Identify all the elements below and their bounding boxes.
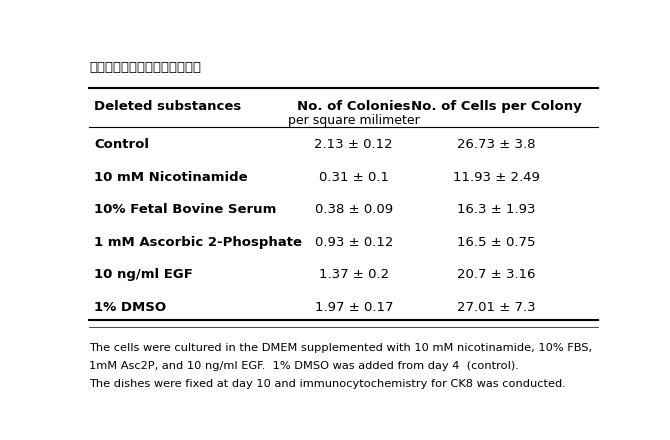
Text: 20.7 ± 3.16: 20.7 ± 3.16 xyxy=(458,268,536,281)
Text: The cells were cultured in the DMEM supplemented with 10 mM nicotinamide, 10% FB: The cells were cultured in the DMEM supp… xyxy=(89,344,592,353)
Text: 27.01 ± 7.3: 27.01 ± 7.3 xyxy=(457,301,536,314)
Text: 10 mM Nicotinamide: 10 mM Nicotinamide xyxy=(94,171,248,184)
Text: per square milimeter: per square milimeter xyxy=(288,114,419,127)
Text: No. of Colonies: No. of Colonies xyxy=(297,99,411,113)
Text: 1.37 ± 0.2: 1.37 ± 0.2 xyxy=(319,268,389,281)
Text: No. of Cells per Colony: No. of Cells per Colony xyxy=(411,99,582,113)
Text: 1% DMSO: 1% DMSO xyxy=(94,301,166,314)
Text: 10% Fetal Bovine Serum: 10% Fetal Bovine Serum xyxy=(94,203,277,216)
Text: 16.5 ± 0.75: 16.5 ± 0.75 xyxy=(458,236,536,249)
Text: 0.38 ± 0.09: 0.38 ± 0.09 xyxy=(315,203,393,216)
Text: 11.93 ± 2.49: 11.93 ± 2.49 xyxy=(453,171,540,184)
Text: 16.3 ± 1.93: 16.3 ± 1.93 xyxy=(458,203,536,216)
Text: 1mM Asc2P, and 10 ng/ml EGF.  1% DMSO was added from day 4  (control).: 1mM Asc2P, and 10 ng/ml EGF. 1% DMSO was… xyxy=(89,361,519,371)
Text: 26.73 ± 3.8: 26.73 ± 3.8 xyxy=(458,138,536,151)
Text: 0.31 ± 0.1: 0.31 ± 0.1 xyxy=(319,171,389,184)
Text: 10 ng/ml EGF: 10 ng/ml EGF xyxy=(94,268,193,281)
Text: The dishes were fixed at day 10 and immunocytochemistry for CK8 was conducted.: The dishes were fixed at day 10 and immu… xyxy=(89,379,566,389)
Text: 1 mM Ascorbic 2-Phosphate: 1 mM Ascorbic 2-Phosphate xyxy=(94,236,302,249)
Text: Deleted substances: Deleted substances xyxy=(94,99,241,113)
Text: Control: Control xyxy=(94,138,149,151)
Text: 小型肝細胞の増殖に必要な因子: 小型肝細胞の増殖に必要な因子 xyxy=(89,61,201,74)
Text: 1.97 ± 0.17: 1.97 ± 0.17 xyxy=(314,301,393,314)
Text: 0.93 ± 0.12: 0.93 ± 0.12 xyxy=(315,236,393,249)
Text: 2.13 ± 0.12: 2.13 ± 0.12 xyxy=(314,138,393,151)
